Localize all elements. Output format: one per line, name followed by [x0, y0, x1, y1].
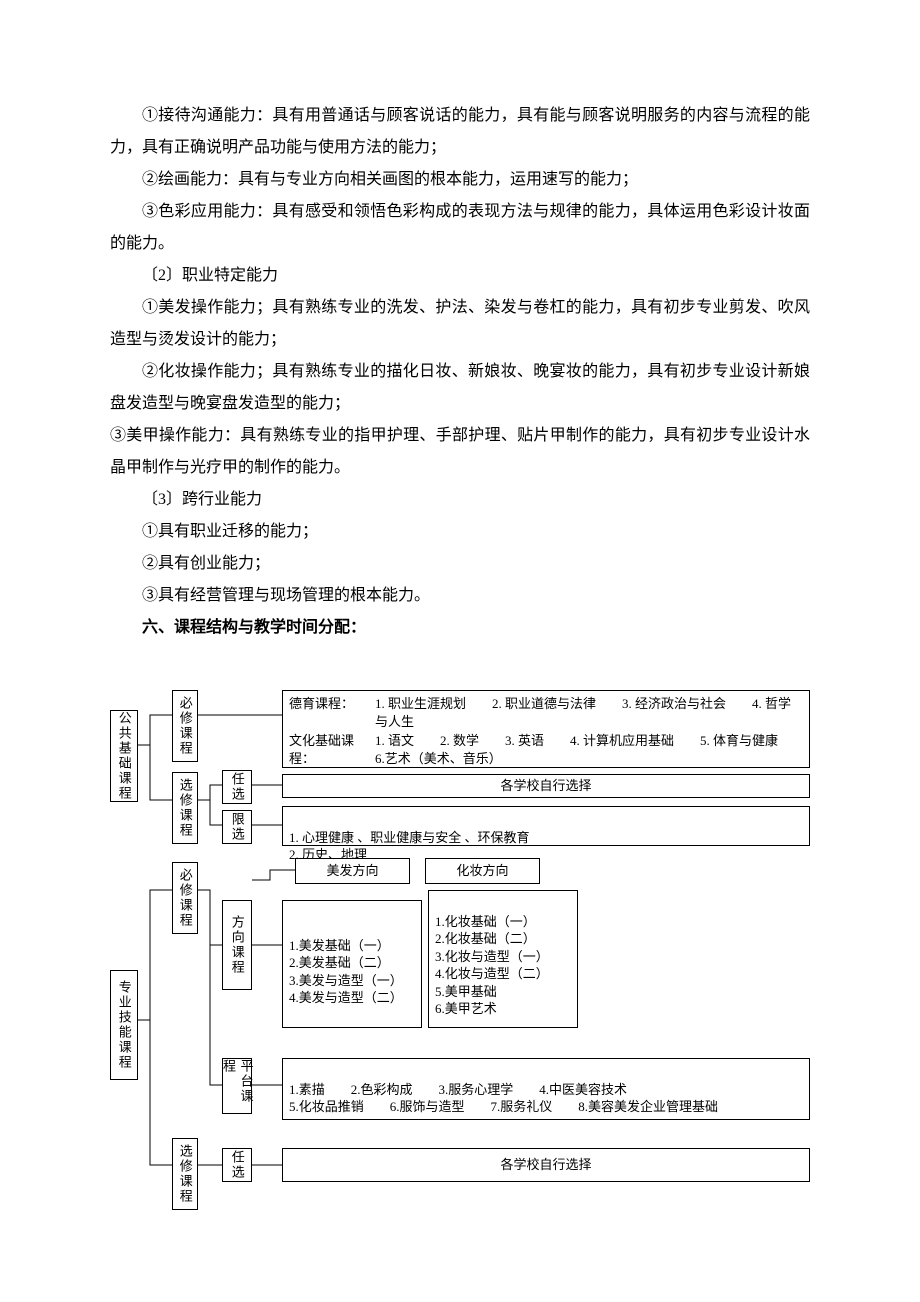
text: 1.美发基础（一） 2.美发基础（二） 3.美发与造型（一） 4.美发与造型（二…: [289, 938, 403, 1006]
node-moral-culture-courses: 德育课程： 1. 职业生涯规划 2. 职业道德与法律 3. 经济政治与社会 4.…: [282, 690, 810, 768]
label: 必修课程: [176, 868, 194, 928]
node-required-courses-2: 必修课程: [172, 862, 198, 934]
label: 限选: [228, 812, 246, 842]
label: 平台课程: [219, 1059, 254, 1113]
course-structure-diagram: 公共基础课程 必修课程 选修课程 任选 限选 德育课程： 1. 职业生涯规划 2…: [110, 690, 810, 1230]
node-professional-skill-courses: 专业技能课程: [110, 970, 138, 1080]
paragraph: ①美发操作能力；具有熟练专业的洗发、护法、染发与卷杠的能力，具有初步专业剪发、吹…: [110, 292, 810, 356]
node-hair-list: 1.美发基础（一） 2.美发基础（二） 3.美发与造型（一） 4.美发与造型（二…: [282, 900, 422, 1028]
text: 1.素描 2.色彩构成 3.服务心理学 4.中医美容技术 5.化妆品推销 6.服…: [289, 1082, 718, 1115]
paragraph: ②具有创业能力；: [110, 548, 810, 580]
label: 化妆方向: [456, 862, 508, 880]
section-heading: 六、课程结构与教学时间分配：: [110, 612, 810, 644]
node-school-choice-1: 各学校自行选择: [282, 774, 810, 798]
node-direction-courses: 方向课程: [222, 900, 252, 990]
label: 各学校自行选择: [500, 1156, 591, 1174]
paragraph: ①具有职业迁移的能力；: [110, 516, 810, 548]
node-platform-courses: 平台课程: [222, 1058, 252, 1114]
text: 1. 职业生涯规划 2. 职业道德与法律 3. 经济政治与社会 4. 哲学与人生: [375, 695, 803, 730]
label: 方向课程: [228, 915, 246, 975]
label: 必修课程: [176, 696, 194, 756]
node-makeup-list: 1.化妆基础（一） 2.化妆基础（二） 3.化妆与造型（一） 4.化妆与造型（二…: [428, 890, 578, 1028]
document-page: ①接待沟通能力：具有用普通话与顾客说话的能力，具有能与顾客说明服务的内容与流程的…: [0, 0, 920, 1290]
node-free-elective-1: 任选: [222, 770, 252, 804]
label: 任选: [228, 772, 246, 802]
label: 任选: [228, 1150, 246, 1180]
node-free-elective-2: 任选: [222, 1148, 252, 1182]
node-restricted-elective: 限选: [222, 810, 252, 844]
text: 1.化妆基础（一） 2.化妆基础（二） 3.化妆与造型（一） 4.化妆与造型（二…: [435, 914, 549, 1017]
node-restricted-content: 1. 心理健康 、职业健康与安全 、环保教育 2. 历史、地理: [282, 806, 810, 846]
paragraph: ③美甲操作能力：具有熟练专业的指甲护理、手部护理、贴片甲制作的能力，具有初步专业…: [110, 420, 810, 484]
node-hair-direction: 美发方向: [295, 858, 410, 884]
node-elective-courses-2: 选修课程: [172, 1138, 198, 1210]
paragraph: ③具有经营管理与现场管理的根本能力。: [110, 580, 810, 612]
paragraph: 〔2〕职业特定能力: [110, 260, 810, 292]
paragraph: 〔3〕跨行业能力: [110, 484, 810, 516]
label: 公共基础课程: [115, 711, 133, 801]
label: 专业技能课程: [115, 980, 133, 1070]
node-platform-content: 1.素描 2.色彩构成 3.服务心理学 4.中医美容技术 5.化妆品推销 6.服…: [282, 1058, 810, 1120]
label: 文化基础课程：: [289, 732, 375, 767]
node-makeup-direction: 化妆方向: [425, 858, 540, 884]
paragraph: ②绘画能力：具有与专业方向相关画图的根本能力，运用速写的能力；: [110, 164, 810, 196]
node-public-basic-courses: 公共基础课程: [110, 710, 138, 802]
label: 选修课程: [176, 778, 194, 838]
node-school-choice-2: 各学校自行选择: [282, 1148, 810, 1182]
label: 选修课程: [176, 1144, 194, 1204]
text: 1. 语文 2. 数学 3. 英语 4. 计算机应用基础 5. 体育与健康 6.…: [375, 732, 803, 767]
label: 各学校自行选择: [500, 777, 591, 795]
paragraph: ②化妆操作能力；具有熟练专业的描化日妆、新娘妆、晚宴妆的能力，具有初步专业设计新…: [110, 356, 810, 420]
paragraph: ①接待沟通能力：具有用普通话与顾客说话的能力，具有能与顾客说明服务的内容与流程的…: [110, 100, 810, 164]
node-elective-courses-1: 选修课程: [172, 772, 198, 844]
node-required-courses-1: 必修课程: [172, 690, 198, 762]
label: 德育课程：: [289, 695, 375, 730]
paragraph: ③色彩应用能力：具有感受和领悟色彩构成的表现方法与规律的能力，具体运用色彩设计妆…: [110, 196, 810, 260]
label: 美发方向: [326, 862, 378, 880]
